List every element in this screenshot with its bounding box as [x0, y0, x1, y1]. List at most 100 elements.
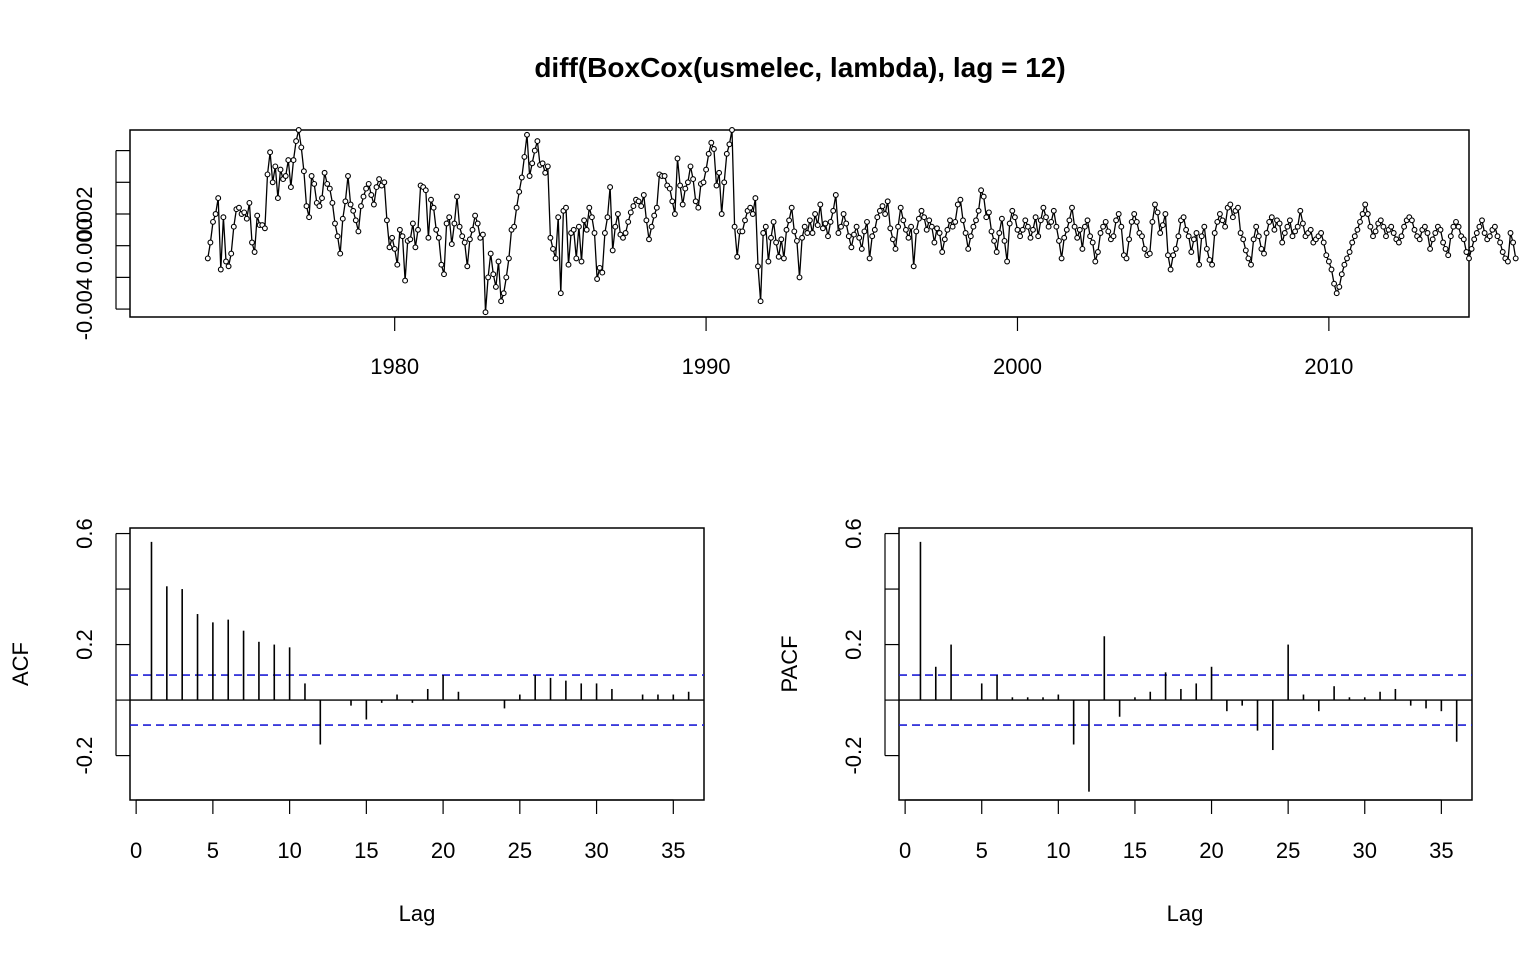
series-point — [918, 207, 925, 214]
series-point — [614, 211, 621, 217]
series-point — [1094, 249, 1101, 255]
pacf-plot-frame — [898, 527, 1473, 801]
series-point — [1401, 223, 1408, 230]
series-point — [1445, 252, 1452, 259]
series-point — [518, 174, 525, 181]
series-point — [638, 203, 645, 210]
series-point — [1427, 245, 1434, 252]
series-point — [843, 220, 850, 227]
series-point — [290, 157, 297, 164]
series-point — [957, 196, 964, 203]
series-point — [1004, 258, 1011, 265]
series-point — [939, 249, 946, 255]
series-point — [1349, 239, 1356, 246]
series-point — [204, 255, 211, 262]
series-point — [363, 185, 370, 192]
series-point — [1027, 234, 1034, 241]
series-point — [713, 182, 720, 189]
series-point — [765, 258, 772, 265]
series-point — [1063, 226, 1070, 233]
series-point — [1255, 233, 1262, 240]
series-point — [352, 217, 359, 224]
series-point — [1123, 255, 1130, 262]
series-point — [1048, 218, 1055, 225]
series-point — [835, 230, 842, 236]
series-point — [1370, 233, 1376, 240]
series-y-tick-label: -0.004 — [72, 278, 97, 340]
series-point — [1258, 245, 1265, 252]
series-point — [1507, 230, 1514, 236]
series-point — [607, 184, 614, 191]
series-point — [703, 166, 710, 173]
acf-panel: -0.2 0.2 0.6 0 5 10 15 20 25 30 35 Lag ACF — [8, 518, 705, 926]
series-point — [326, 185, 333, 192]
series-point — [1131, 211, 1138, 217]
series-point — [337, 250, 344, 257]
series-point — [482, 309, 489, 316]
series-point — [360, 193, 367, 200]
series-point — [1092, 258, 1099, 265]
series-point — [1292, 228, 1299, 235]
series-point — [438, 261, 445, 268]
acf-x-tick-label: 0 — [130, 838, 142, 863]
series-point — [555, 214, 562, 221]
acf-x-tick-label: 30 — [584, 838, 608, 863]
series-point — [905, 234, 912, 241]
series-point — [1175, 233, 1182, 240]
series-point — [228, 250, 235, 257]
pacf-x-axis: 0 5 10 15 20 25 30 35 — [899, 799, 1454, 863]
series-point — [721, 179, 728, 186]
series-point — [1035, 233, 1042, 240]
series-point — [264, 171, 271, 178]
series-point — [274, 195, 281, 202]
series-point — [1299, 220, 1306, 227]
series-point — [394, 261, 401, 268]
series-point — [599, 269, 606, 276]
pacf-x-tick-label: 15 — [1123, 838, 1147, 863]
series-point — [591, 230, 598, 236]
series-point — [848, 244, 855, 251]
series-point — [770, 218, 777, 225]
series-point — [1447, 233, 1454, 240]
series-point — [332, 220, 338, 227]
series-point — [552, 255, 559, 262]
series-point — [1253, 223, 1260, 230]
pacf-x-tick-label: 30 — [1353, 838, 1377, 863]
series-point — [866, 255, 873, 262]
series-point — [1479, 217, 1485, 224]
series-point — [747, 204, 754, 211]
series-point — [814, 222, 821, 229]
series-point — [1105, 228, 1112, 235]
series-point — [1102, 218, 1109, 225]
series-point — [1043, 214, 1049, 221]
series-point — [1170, 252, 1177, 259]
series-point — [1437, 226, 1444, 233]
series-point — [1476, 223, 1483, 230]
series-point — [996, 230, 1003, 236]
series-point — [1196, 261, 1203, 268]
pacf-y-tick-label: 0.6 — [841, 518, 866, 549]
series-point — [412, 244, 419, 251]
series-point — [249, 239, 255, 246]
series-point — [788, 204, 795, 211]
series-point — [1359, 211, 1366, 217]
series-point — [928, 223, 935, 230]
series-point — [389, 234, 396, 241]
series-point — [1398, 233, 1405, 240]
series-point — [443, 220, 450, 227]
series-point — [793, 237, 800, 244]
series-point — [1014, 226, 1021, 233]
series-point — [625, 218, 632, 225]
series-point — [220, 214, 227, 221]
series-point — [876, 207, 883, 214]
series-point — [466, 236, 473, 243]
series-point — [1351, 233, 1358, 240]
series-point — [246, 199, 253, 206]
series-point — [755, 263, 761, 270]
series-point — [825, 233, 831, 240]
series-point — [321, 169, 328, 176]
series-point — [978, 187, 985, 194]
series-point — [627, 209, 634, 216]
series-point — [1383, 233, 1389, 240]
